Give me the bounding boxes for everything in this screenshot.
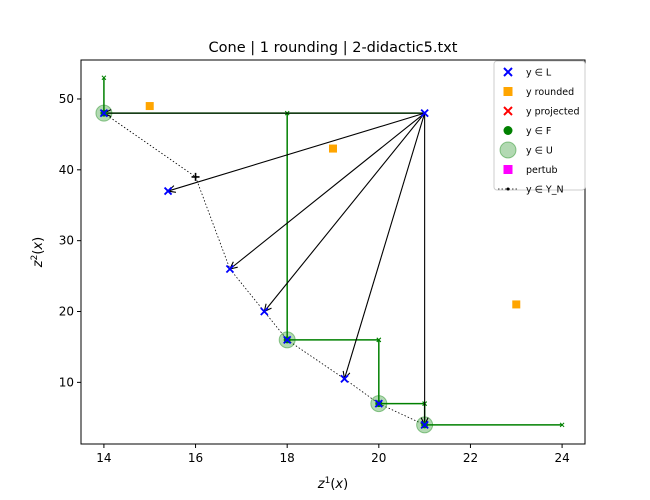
axes: 14 16 18 20 22 24 10 20 30 40 50 [59, 92, 570, 465]
l-point [260, 307, 269, 316]
l-point [99, 109, 109, 118]
legend-marker-pertub [503, 165, 513, 174]
arrow-line [167, 112, 425, 192]
x-axis-label: z1(x) [317, 476, 348, 492]
plot-frame [80, 59, 586, 445]
l-point [420, 420, 429, 430]
legend-label-rounded: y rounded [526, 87, 574, 98]
arrow-line [263, 112, 426, 312]
legend-marker-F [503, 126, 513, 135]
legend-label-F: y ∈ F [526, 126, 551, 137]
cone-end-marker [376, 337, 382, 343]
x-tick-label: 22 [463, 451, 478, 465]
legend-marker-L [503, 67, 513, 77]
l-point [283, 335, 292, 344]
l-point [374, 399, 383, 408]
y-axis-label: z2(x) [30, 237, 46, 268]
cone-end-marker [101, 75, 107, 81]
l-point [225, 264, 235, 274]
y-tick-label: 20 [59, 305, 74, 319]
legend-label-YN: y ∈ Y_N [526, 185, 564, 196]
x-tick-label: 20 [371, 451, 386, 465]
x-tick-label: 16 [188, 451, 203, 465]
plot-area [95, 75, 565, 434]
y-tick-label: 40 [59, 163, 74, 177]
arrow-line [343, 112, 426, 379]
legend-box [493, 60, 586, 191]
x-tick-label: 14 [96, 451, 111, 465]
x-tick-label: 18 [280, 451, 295, 465]
plus-marker [191, 172, 200, 181]
legend-label-L: y ∈ L [526, 68, 552, 79]
legend-marker-projected [503, 106, 513, 116]
l-point [340, 374, 349, 383]
arrow-line [229, 112, 425, 270]
legend-label-U: y ∈ U [526, 146, 553, 157]
legend-label-pertub: pertub [526, 165, 558, 176]
legend-marker-dot [506, 187, 510, 191]
rounded-point [145, 102, 154, 111]
x-tick-label: 24 [554, 451, 569, 465]
legend-marker-rounded [503, 87, 513, 96]
rounded-point [512, 300, 521, 309]
y-tick-label: 10 [59, 375, 74, 389]
l-point [420, 109, 429, 118]
l-point [163, 186, 173, 196]
legend-label-projected: y projected [526, 107, 580, 118]
y-tick-label: 50 [59, 92, 74, 106]
cone-end-marker [559, 422, 565, 428]
legend: y ∈ L y rounded y projected y ∈ F y ∈ U pertu… [493, 60, 586, 196]
rounded-point [329, 144, 337, 153]
y-tick-label: 30 [59, 234, 74, 248]
chart-title: Cone | 1 rounding | 2-didactic5.txt [209, 40, 458, 56]
legend-marker-U [499, 141, 517, 159]
